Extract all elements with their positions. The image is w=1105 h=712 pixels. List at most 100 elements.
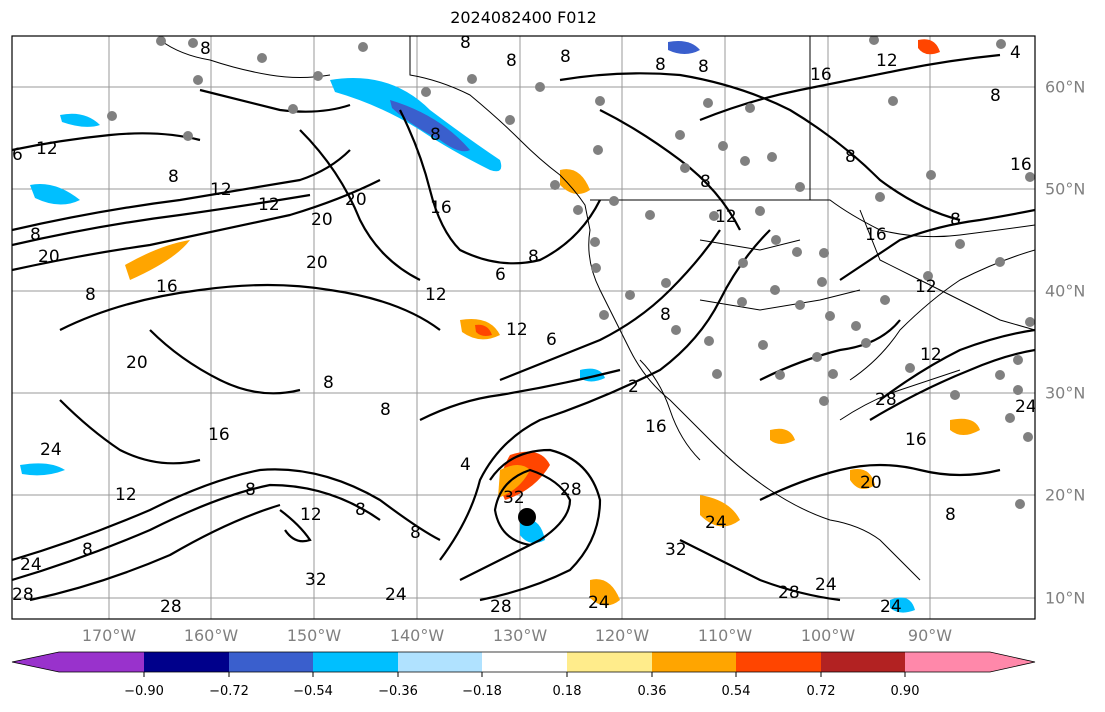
contour-label: 6 — [546, 330, 557, 350]
contour-label: 8 — [698, 57, 709, 77]
lat-label: 10°N — [1045, 588, 1086, 608]
storm-center — [518, 508, 536, 526]
contour-label: 12 — [258, 195, 280, 215]
lon-label: 120°W — [594, 626, 650, 645]
station-dots — [107, 36, 1035, 509]
contour-label: 12 — [506, 320, 528, 340]
colorbar-tick-label: −0.54 — [293, 684, 333, 699]
contour-label: 32 — [503, 488, 525, 508]
contour-label: 20 — [345, 190, 367, 210]
contour-label: 24 — [880, 597, 902, 617]
contour-label: 8 — [700, 172, 711, 192]
contour-label: 12 — [876, 51, 898, 71]
contour-label: 32 — [305, 570, 327, 590]
lon-label: 130°W — [492, 626, 548, 645]
contour-label: 8 — [245, 480, 256, 500]
contour-label: 16 — [1010, 155, 1032, 175]
lon-label: 140°W — [389, 626, 445, 645]
lat-label: 40°N — [1045, 281, 1086, 301]
lon-label: 170°W — [81, 626, 137, 645]
contour-label: 8 — [655, 55, 666, 75]
contour-label: 12 — [915, 277, 937, 297]
contour-label: 4 — [1010, 43, 1021, 63]
lat-label: 20°N — [1045, 485, 1086, 505]
contour-label: 28 — [160, 597, 182, 617]
colorbar — [11, 651, 1036, 677]
contour-label: 12 — [300, 505, 322, 525]
contour-label: 24 — [815, 575, 837, 595]
contour-label: 12 — [920, 345, 942, 365]
colorbar-tick-label: −0.36 — [378, 684, 418, 699]
contour-label: 12 — [425, 285, 447, 305]
contour-label: 20 — [306, 253, 328, 273]
colorbar-tick-label: 0.72 — [806, 684, 836, 699]
lon-label: 90°W — [907, 626, 953, 645]
colorbar-tick-label: 0.36 — [637, 684, 667, 699]
contour-label: 8 — [30, 225, 41, 245]
colorbar-tick-label: 0.54 — [721, 684, 751, 699]
colorbar-tick-label: −0.72 — [209, 684, 249, 699]
contour-label: 28 — [778, 583, 800, 603]
lon-label: 100°W — [800, 626, 856, 645]
contour-label: 24 — [588, 593, 610, 613]
contour-label: 24 — [385, 585, 407, 605]
colorbar-tick-label: −0.90 — [124, 684, 164, 699]
contour-label: 12 — [115, 485, 137, 505]
contour-label: 28 — [560, 480, 582, 500]
lon-label: 150°W — [286, 626, 342, 645]
contour-label: 2 — [628, 377, 639, 397]
contour-label: 8 — [506, 51, 517, 71]
lat-label: 60°N — [1045, 77, 1086, 97]
contour-label: 8 — [323, 373, 334, 393]
contour-label: 8 — [380, 400, 391, 420]
contour-label: 8 — [528, 247, 539, 267]
contour-label: 16 — [905, 430, 927, 450]
colorbar-tick-label: 0.18 — [552, 684, 582, 699]
contour-label: 12 — [715, 207, 737, 227]
contour-label: 12 — [210, 180, 232, 200]
lon-label: 160°W — [183, 626, 239, 645]
contour-label: 28 — [875, 390, 897, 410]
contour-label: 24 — [1015, 397, 1037, 417]
contour-label: 32 — [665, 540, 687, 560]
contour-label: 8 — [168, 167, 179, 187]
contour-label: 12 — [36, 139, 58, 159]
contour-label: 8 — [950, 210, 961, 230]
contour-label: 24 — [705, 513, 727, 533]
contour-label: 20 — [126, 353, 148, 373]
contour-label: 8 — [660, 305, 671, 325]
contour-label: 8 — [355, 500, 366, 520]
coastlines — [159, 36, 1035, 581]
contour-label: 8 — [85, 285, 96, 305]
contour-label: 8 — [945, 505, 956, 525]
contour-label: 8 — [845, 147, 856, 167]
contour-label: 28 — [490, 597, 512, 617]
contour-label: 16 — [810, 65, 832, 85]
contour-label: 20 — [38, 247, 60, 267]
contour-label: 8 — [410, 523, 421, 543]
contour-labels: 8 8 8 8 8 8 16 12 12 6 8 12 12 20 16 8 2… — [12, 33, 1037, 617]
colorbar-tick-label: −0.18 — [462, 684, 502, 699]
contour-label: 20 — [860, 473, 882, 493]
contour-label: 28 — [12, 585, 34, 605]
contour-label: 8 — [430, 125, 441, 145]
contour-label: 16 — [430, 198, 452, 218]
lat-label: 30°N — [1045, 383, 1086, 403]
contour-label: 24 — [20, 555, 42, 575]
contour-label: 8 — [200, 39, 211, 59]
colorbar-tick-label: 0.90 — [890, 684, 920, 699]
contour-label: 6 — [495, 265, 506, 285]
contour-label: 16 — [156, 277, 178, 297]
lat-label: 50°N — [1045, 179, 1086, 199]
contour-label: 8 — [990, 86, 1001, 106]
contour-label: 8 — [560, 47, 571, 67]
height-contours — [12, 53, 1035, 602]
map-frame — [11, 35, 1036, 620]
lon-label: 110°W — [697, 626, 753, 645]
contour-label: 8 — [82, 540, 93, 560]
contour-label: 8 — [460, 33, 471, 53]
contour-label: 16 — [208, 425, 230, 445]
contour-label: 16 — [865, 225, 887, 245]
map-title: 2024082400 F012 — [450, 8, 597, 27]
